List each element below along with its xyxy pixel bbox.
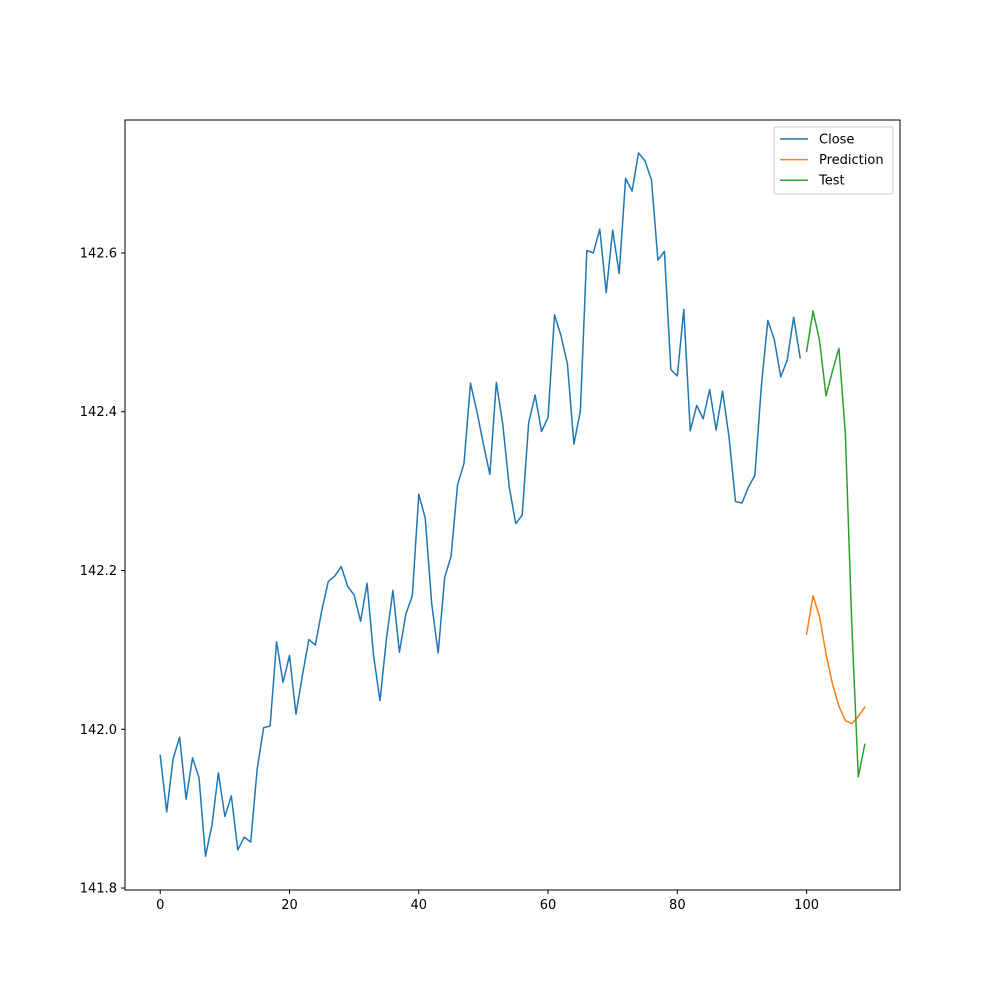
axes-layer (124, 119, 901, 891)
y-axis: 141.8 142.0 142.2 142.4 142.6 (80, 246, 125, 897)
legend-label-prediction: Prediction (819, 153, 884, 168)
plot-frame (124, 119, 901, 891)
x-tick-label: 0 (156, 898, 164, 913)
series-line-close (159, 152, 801, 858)
legend-entries: Close Prediction Test (780, 133, 884, 189)
x-tick-label: 60 (540, 898, 557, 913)
y-tick-label: 142.6 (80, 246, 117, 261)
y-tick-label: 141.8 (80, 882, 117, 897)
legend-label-test: Test (818, 174, 845, 189)
x-tick-label: 100 (794, 898, 819, 913)
x-axis: 0 20 40 60 80 100 (156, 890, 819, 913)
series-layer (159, 152, 866, 858)
series-line-test (805, 310, 866, 778)
x-tick-label: 40 (411, 898, 428, 913)
legend-box (773, 126, 894, 195)
x-tick-label: 80 (669, 898, 686, 913)
legend-label-close: Close (819, 133, 854, 148)
y-tick-label: 142.4 (80, 405, 117, 420)
x-tick-label: 20 (281, 898, 298, 913)
legend: Close Prediction Test (773, 126, 894, 195)
y-tick-label: 142.0 (80, 723, 117, 738)
y-tick-label: 142.2 (80, 564, 117, 579)
series-line-prediction (805, 595, 866, 725)
